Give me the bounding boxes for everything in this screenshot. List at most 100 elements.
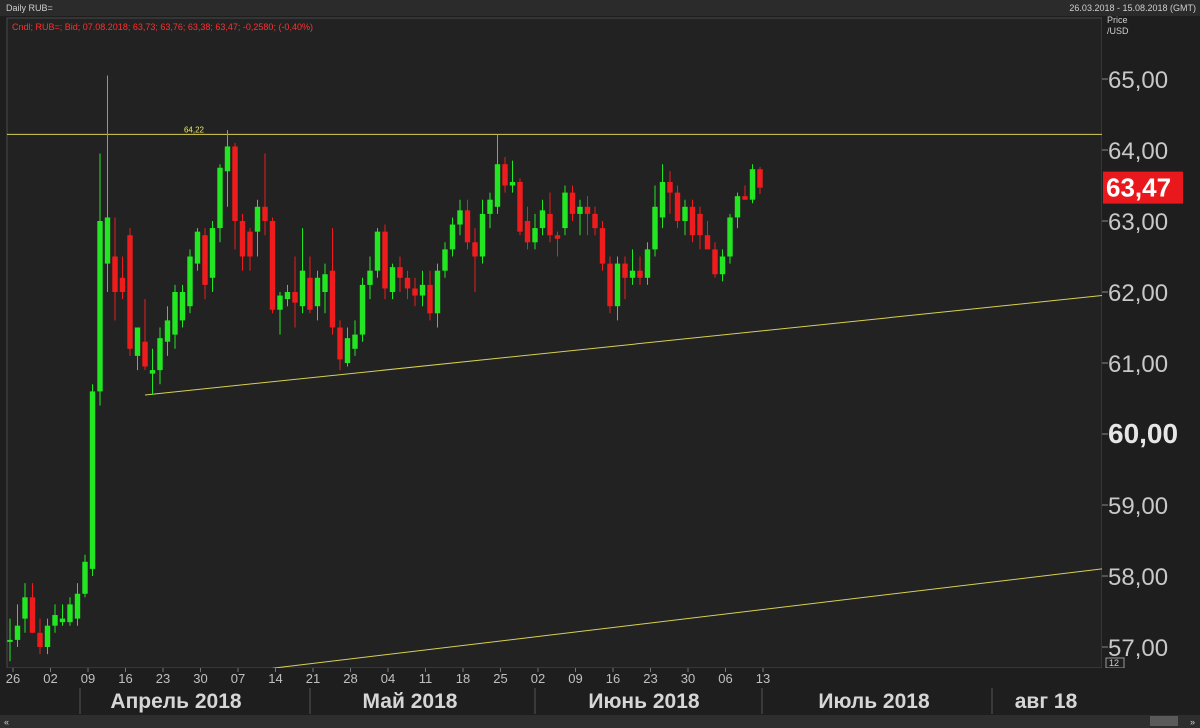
candle-up: [224, 146, 231, 172]
x-tick-label: 23: [643, 671, 657, 686]
candle-down: [412, 288, 418, 296]
legend-text: Cndl; RUB=; Bid; 07.08.2018; 63,73; 63,7…: [12, 22, 313, 32]
candle-down: [292, 292, 298, 303]
candle-up: [67, 604, 73, 623]
scroll-right-icon[interactable]: »: [1190, 717, 1195, 727]
candle-up: [187, 256, 193, 307]
candle-down: [404, 277, 411, 289]
candle-up: [97, 221, 103, 392]
candle-up: [164, 320, 171, 342]
y-tick-label: 58,00: [1108, 564, 1168, 591]
x-tick-label: 09: [81, 671, 95, 686]
candle-down: [472, 242, 478, 257]
month-label: Июль 2018: [818, 690, 930, 713]
candle-up: [44, 625, 51, 647]
candle-up: [659, 181, 666, 218]
candle-down: [622, 263, 628, 278]
candle-down: [517, 181, 523, 232]
candle-down: [382, 231, 388, 289]
candle-up: [59, 618, 66, 623]
candle-up: [209, 228, 216, 278]
candle-up: [682, 206, 688, 221]
candle-down: [142, 341, 148, 367]
candle-up: [22, 597, 28, 619]
x-tick-label: 07: [231, 671, 245, 686]
candle-up: [449, 224, 456, 250]
candle-up: [52, 615, 58, 626]
candle-down: [547, 213, 553, 236]
candle-down: [667, 181, 673, 193]
x-tick-label: 30: [193, 671, 207, 686]
candle-up: [74, 593, 81, 619]
candle-up: [344, 338, 351, 363]
plot-area: [6, 17, 1103, 669]
candle-down: [202, 235, 208, 285]
candle-down: [262, 206, 268, 221]
candle-up: [359, 284, 366, 335]
x-tick-label: 14: [268, 671, 282, 686]
candle-up: [352, 334, 358, 349]
candle-down: [232, 146, 238, 221]
candle-up: [434, 270, 441, 314]
candle-up: [442, 249, 448, 271]
candle-up: [217, 167, 223, 229]
price-axis-unit: /USD: [1107, 26, 1129, 36]
candle-down: [607, 263, 613, 307]
price-axis: [1102, 18, 1200, 668]
candle-up: [419, 284, 426, 296]
candle-up: [89, 391, 96, 569]
candle-down: [269, 221, 276, 310]
candle-up: [652, 206, 658, 250]
candle-up: [7, 639, 13, 642]
x-tick-label: 21: [306, 671, 320, 686]
candle-up: [179, 292, 186, 321]
scroll-left-icon[interactable]: «: [4, 717, 9, 727]
window-title: Daily RUB=: [6, 3, 53, 13]
x-tick-label: 13: [756, 671, 770, 686]
candle-up: [172, 292, 178, 335]
x-tick-label: 06: [718, 671, 732, 686]
candle-up: [149, 370, 156, 374]
candle-down: [247, 231, 253, 257]
candle-down: [712, 249, 718, 275]
y-tick-label: 64,00: [1108, 138, 1168, 165]
x-tick-label: 11: [419, 671, 433, 686]
scrollbar-track[interactable]: [0, 715, 1200, 728]
support-trendline: [272, 568, 1103, 669]
candle-down: [397, 267, 403, 278]
candle-up: [539, 210, 546, 229]
candle-up: [719, 256, 726, 275]
candle-up: [104, 217, 111, 264]
candle-down: [37, 632, 43, 647]
candle-up: [254, 206, 261, 232]
candle-up: [727, 217, 733, 257]
candle-up: [389, 267, 396, 292]
title-bar: [0, 0, 1200, 16]
x-tick-label: 16: [118, 671, 132, 686]
scrollbar-thumb[interactable]: [1150, 716, 1178, 726]
candle-down: [127, 235, 133, 349]
candle-down: [697, 213, 703, 236]
candle-down: [689, 206, 696, 236]
candle-up: [562, 192, 568, 229]
candle-down: [427, 284, 433, 314]
candle-up: [479, 213, 486, 257]
date-range: 26.03.2018 - 15.08.2018 (GMT): [1069, 3, 1196, 13]
candle-up: [749, 169, 756, 200]
candle-down: [742, 196, 748, 200]
candle-down: [524, 221, 531, 243]
candle-up: [457, 210, 463, 225]
candle-up: [14, 625, 21, 640]
support-trendline: [144, 295, 1103, 396]
month-label: Апрель 2018: [110, 690, 241, 713]
candle-up: [322, 274, 328, 292]
y-tick-label: 63,00: [1108, 209, 1168, 236]
candle-down: [112, 256, 118, 292]
candle-down: [584, 206, 591, 214]
candle-down: [569, 192, 576, 214]
x-tick-label: 02: [531, 671, 545, 686]
candle-up: [509, 181, 516, 186]
y-tick-label: 59,00: [1108, 493, 1168, 520]
month-label: Июнь 2018: [588, 690, 699, 713]
